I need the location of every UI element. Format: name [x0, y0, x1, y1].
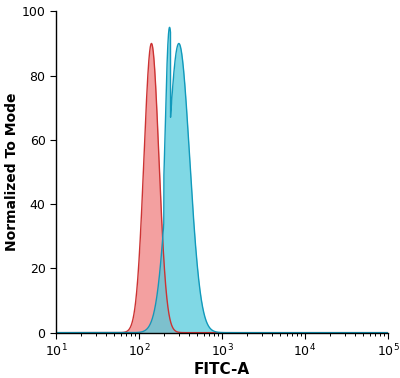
X-axis label: FITC-A: FITC-A — [194, 363, 250, 378]
Y-axis label: Normalized To Mode: Normalized To Mode — [5, 93, 19, 251]
